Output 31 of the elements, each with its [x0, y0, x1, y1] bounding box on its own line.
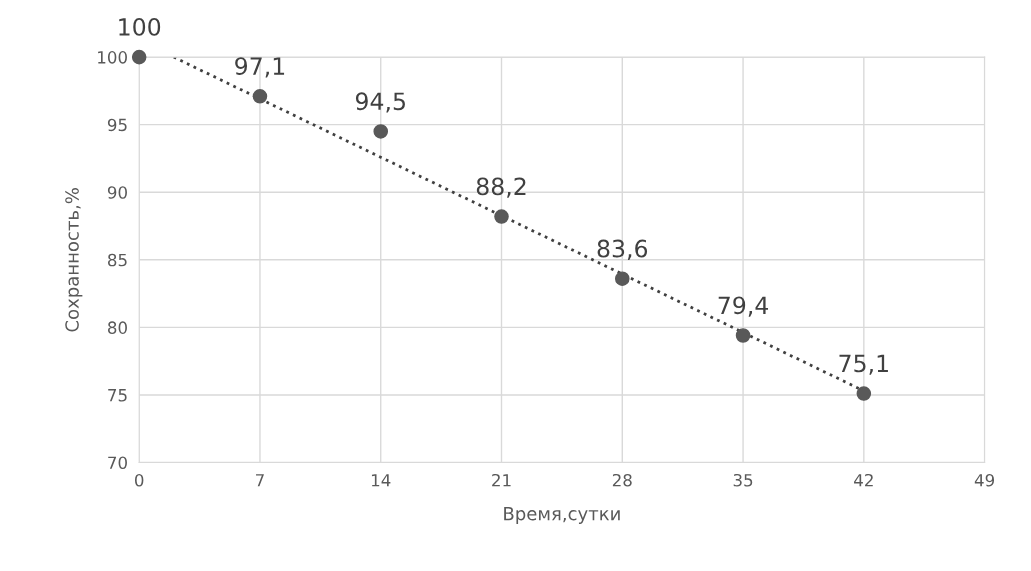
- y-tick-label: 95: [107, 118, 127, 132]
- y-tick-label: 80: [108, 321, 127, 334]
- x-tick-label: 49: [974, 473, 995, 487]
- point: [856, 386, 872, 401]
- point: [494, 209, 509, 224]
- data-label: 88,2: [476, 177, 526, 198]
- y-axis-title: Сохранность,%: [65, 188, 83, 332]
- x-tick-label: 21: [492, 473, 511, 487]
- data-label: 79,4: [718, 296, 769, 317]
- x-tick-label: 7: [256, 474, 264, 487]
- point: [252, 89, 268, 104]
- y-tick-label: 75: [108, 389, 127, 402]
- point: [614, 271, 630, 287]
- y-tick-label: 100: [98, 51, 127, 64]
- point: [735, 328, 751, 343]
- data-label: 83,6: [597, 239, 648, 260]
- point: [131, 49, 147, 65]
- y-tick-label: 70: [108, 456, 127, 470]
- data-label: 75,1: [839, 354, 888, 375]
- x-tick-label: 0: [134, 473, 144, 487]
- data-label: 97,1: [235, 57, 285, 78]
- x-axis-title: Время,сутки: [504, 506, 620, 524]
- x-tick-label: 28: [612, 473, 632, 487]
- x-tick-label: 42: [854, 473, 873, 487]
- x-tick-label: 14: [371, 474, 391, 487]
- x-tick-label: 35: [733, 473, 753, 487]
- data-label: 100: [119, 18, 161, 36]
- point: [373, 124, 389, 139]
- y-tick-label: 85: [108, 253, 127, 267]
- data-label: 94,5: [355, 92, 405, 113]
- y-tick-label: 90: [107, 186, 127, 199]
